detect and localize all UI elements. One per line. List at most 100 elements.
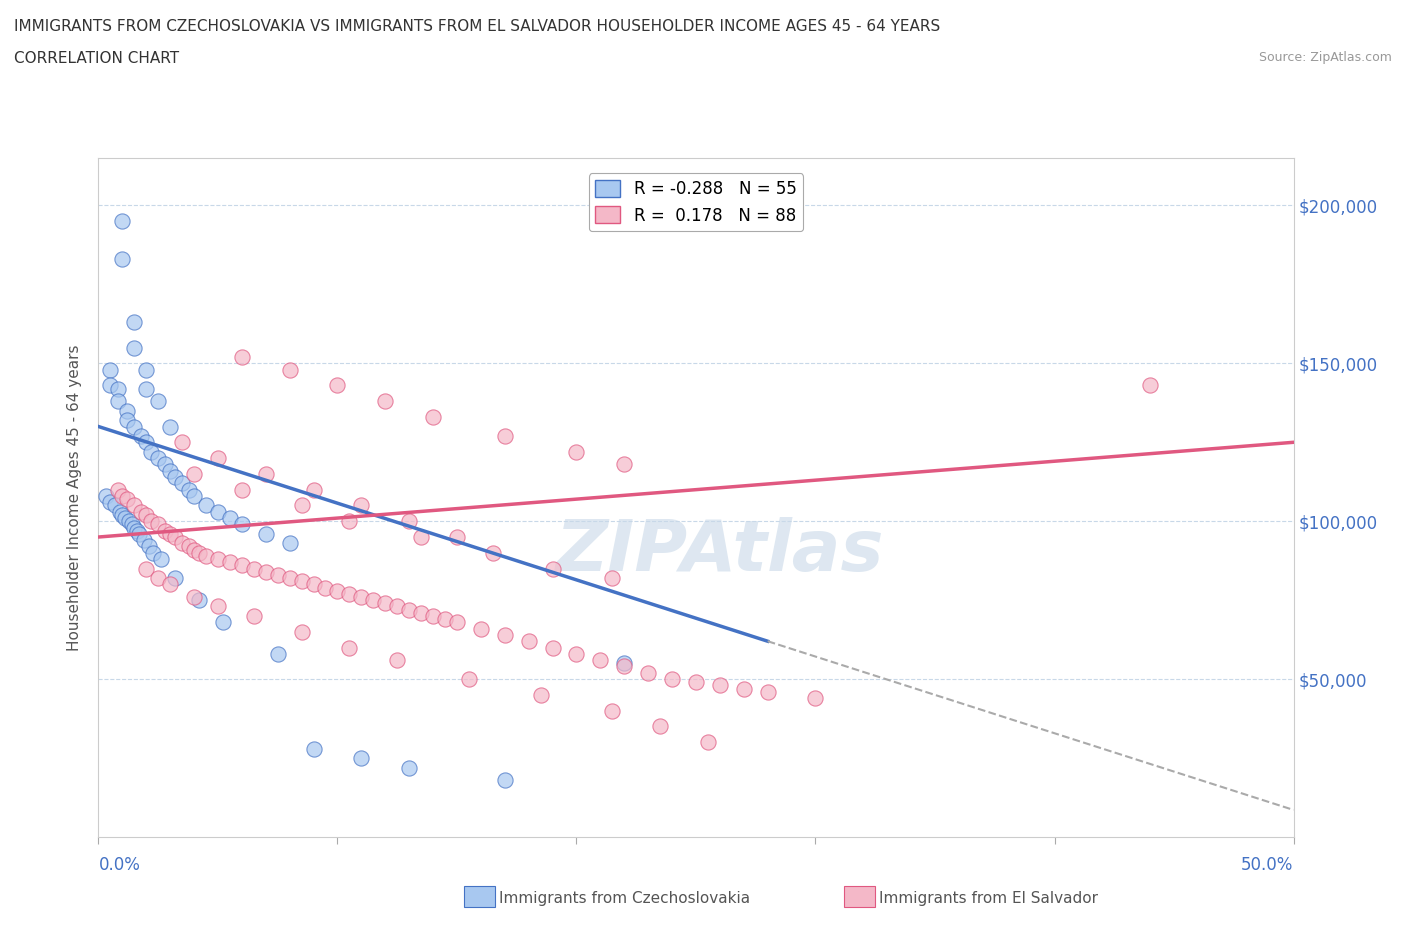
Point [422,608,444,623]
Point [183,590,205,604]
Point [637,665,659,680]
Point [302,741,325,756]
Text: ZIPAtlas: ZIPAtlas [555,517,884,586]
Point [602,571,624,586]
Point [326,583,349,598]
Point [219,511,242,525]
Point [339,587,360,602]
Point [494,628,516,643]
Point [290,624,312,639]
Point [339,513,360,528]
Point [128,526,150,541]
Point [124,520,146,535]
Point [207,451,229,466]
Point [709,678,731,693]
Point [148,451,170,466]
Point [98,362,122,377]
Point [697,735,720,750]
Point [339,640,360,655]
Point [194,498,218,512]
Point [411,529,433,544]
Point [350,751,373,765]
Point [179,483,201,498]
Point [148,571,170,586]
Point [111,488,134,503]
Point [350,498,373,512]
Point [231,558,253,573]
Point [111,252,134,267]
Point [172,476,194,491]
Point [457,671,479,686]
Point [541,640,564,655]
Point [243,561,266,576]
Point [207,599,229,614]
Point [139,513,162,528]
Point [613,457,636,472]
Point [411,605,433,620]
Point [115,492,138,507]
Point [302,577,325,591]
Point [124,340,146,355]
Text: 50.0%: 50.0% [1241,856,1294,873]
Point [398,513,420,528]
Point [207,504,229,519]
Point [733,681,755,696]
Point [135,381,157,396]
Text: Immigrants from Czechoslovakia: Immigrants from Czechoslovakia [499,891,751,906]
Point [125,524,148,538]
Point [135,561,157,576]
Point [114,511,136,525]
Point [398,760,420,775]
Point [433,612,456,627]
Point [315,580,337,595]
Point [385,599,409,614]
Point [494,429,516,444]
Point [565,646,588,661]
Point [148,393,170,408]
Point [290,574,312,589]
Point [118,513,141,528]
Point [470,621,492,636]
Point [155,457,177,472]
Point [385,653,409,668]
Y-axis label: Householder Income Ages 45 - 64 years: Householder Income Ages 45 - 64 years [67,344,83,651]
Point [155,524,177,538]
Point [661,671,683,686]
Point [278,571,301,586]
Point [163,470,186,485]
Point [124,498,146,512]
Point [211,615,233,630]
Point [183,542,205,557]
Point [98,378,122,392]
Point [111,214,134,229]
Point [131,504,153,519]
Point [124,315,146,330]
Text: Immigrants from El Salvador: Immigrants from El Salvador [879,891,1098,906]
Point [613,656,636,671]
Point [254,565,277,579]
Point [142,545,165,560]
Point [326,378,349,392]
Point [374,596,396,611]
Point [207,551,229,566]
Point [267,567,290,582]
Point [108,504,131,519]
Point [446,615,468,630]
Point [187,592,209,607]
Point [98,495,122,510]
Point [159,577,181,591]
Point [159,419,181,434]
Point [104,498,127,512]
Point [179,539,201,554]
Point [231,350,253,365]
Point [219,555,242,570]
Point [302,483,325,498]
Text: IMMIGRANTS FROM CZECHOSLOVAKIA VS IMMIGRANTS FROM EL SALVADOR HOUSEHOLDER INCOME: IMMIGRANTS FROM CZECHOSLOVAKIA VS IMMIGR… [14,19,941,33]
Point [529,687,551,702]
Point [172,435,194,450]
Point [290,498,312,512]
Text: 0.0%: 0.0% [98,856,141,873]
Point [138,539,160,554]
Point [159,463,181,478]
Point [589,653,612,668]
